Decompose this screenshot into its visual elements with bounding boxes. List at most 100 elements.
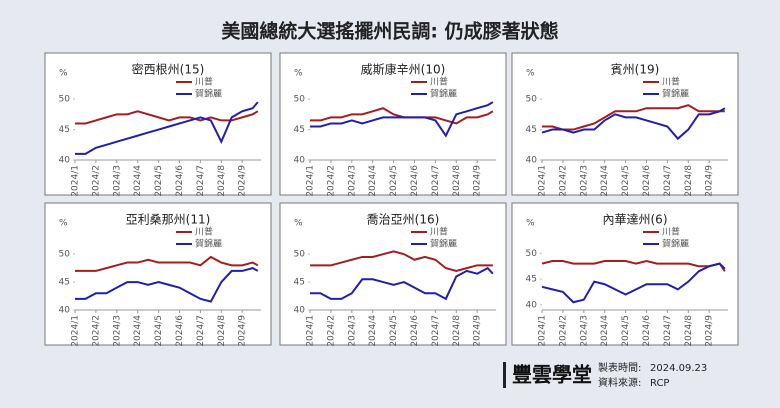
y-tick-label: 50 <box>526 95 538 105</box>
x-tick-label: 2024/2 <box>326 165 336 197</box>
panel-box <box>511 52 739 196</box>
x-tick-label: 2024/8 <box>452 315 462 347</box>
x-tick-label: 2024/7 <box>196 315 206 347</box>
panel: 內華達州(6)% 40 45 50 2024/1 2024/2 2024/3 2024/4 20… <box>511 202 739 347</box>
x-tick-label: 2024/7 <box>431 315 441 347</box>
x-tick-label: 2024/9 <box>705 165 715 197</box>
panel-title: 喬治亞州(16) <box>367 213 440 227</box>
legend-label: 川普 <box>662 226 680 238</box>
x-tick-label: 2024/9 <box>705 315 715 347</box>
y-tick-label: 50 <box>59 250 71 260</box>
x-tick-label: 2024/9 <box>238 165 248 197</box>
x-tick-label: 2024/6 <box>175 165 185 197</box>
legend-label: 川普 <box>662 76 680 88</box>
x-tick-label: 2024/7 <box>196 165 206 197</box>
x-tick-label: 2024/3 <box>347 165 357 197</box>
x-tick-label: 2024/4 <box>600 315 610 347</box>
x-tick-label: 2024/3 <box>112 315 122 347</box>
panel-box <box>511 202 739 346</box>
x-tick-label: 2024/8 <box>217 315 227 347</box>
x-tick-label: 2024/2 <box>91 165 101 197</box>
legend-label: 川普 <box>195 76 213 88</box>
y-tick-label: 40 <box>59 156 71 166</box>
y-tick-label: 45 <box>526 275 537 285</box>
x-tick-label: 2024/7 <box>431 165 441 197</box>
panel-box <box>44 202 272 346</box>
x-tick-label: 2024/4 <box>133 165 143 197</box>
x-tick-label: 2024/6 <box>642 315 652 347</box>
footer-bar <box>503 362 506 388</box>
x-tick-label: 2024/1 <box>71 315 81 347</box>
x-tick-label: 2024/8 <box>684 165 694 197</box>
y-tick-label: 45 <box>59 278 70 288</box>
legend-label: 賀錦麗 <box>195 88 222 100</box>
source-value: RCP <box>650 378 669 389</box>
x-tick-label: 2024/3 <box>347 315 357 347</box>
panel-title: 密西根州(15) <box>132 62 205 77</box>
x-tick-label: 2024/2 <box>91 315 101 347</box>
x-tick-label: 2024/1 <box>71 165 81 197</box>
panel: 喬治亞州(16)% 40 45 50 2024/1 2024/2 2024/3 2024/4 2… <box>279 202 507 347</box>
y-tick-label: 40 <box>294 156 306 166</box>
x-tick-label: 2024/5 <box>389 165 399 197</box>
x-tick-label: 2024/2 <box>558 165 568 197</box>
x-tick-label: 2024/6 <box>410 315 420 347</box>
y-tick-label: 50 <box>59 95 71 105</box>
made-value: 2024.09.23 <box>650 363 707 374</box>
x-tick-label: 2024/5 <box>621 315 631 347</box>
panel: 威斯康辛州(10)% 40 45 50 2024/1 2024/2 2024/3 2024/4… <box>279 52 507 197</box>
panel-box <box>279 52 507 196</box>
x-tick-label: 2024/4 <box>133 315 143 347</box>
y-unit: % <box>59 219 68 229</box>
x-tick-label: 2024/5 <box>154 315 164 347</box>
y-tick-label: 50 <box>526 249 538 259</box>
line-series <box>541 260 726 272</box>
x-tick-label: 2024/6 <box>642 165 652 197</box>
x-tick-label: 2024/5 <box>621 165 631 197</box>
y-tick-label: 45 <box>294 125 305 135</box>
legend-label: 賀錦麗 <box>430 88 457 100</box>
x-tick-label: 2024/1 <box>306 165 316 197</box>
line-series <box>541 107 726 141</box>
x-tick-label: 2024/4 <box>368 165 378 197</box>
panel: 密西根州(15)% 40 45 50 2024/1 2024/2 2024/3 2024/4 2… <box>44 52 272 197</box>
legend-label: 川普 <box>430 226 448 238</box>
x-tick-label: 2024/1 <box>538 165 548 197</box>
panel: 賓州(19)% 40 45 50 2024/1 2024/2 2024/3 2024/4 202… <box>511 52 739 197</box>
y-tick-label: 45 <box>294 278 305 288</box>
legend-label: 賀錦麗 <box>662 88 689 100</box>
panel-box <box>279 202 507 346</box>
x-tick-label: 2024/9 <box>473 315 483 347</box>
brand: 豐雲學堂 <box>512 363 592 387</box>
x-tick-label: 2024/8 <box>684 315 694 347</box>
x-tick-label: 2024/1 <box>306 315 316 347</box>
x-tick-label: 2024/9 <box>473 165 483 197</box>
y-tick-label: 40 <box>294 306 306 316</box>
line-series <box>542 104 725 131</box>
x-tick-label: 2024/5 <box>389 315 399 347</box>
line-series <box>310 101 494 138</box>
panel: 亞利桑那州(11)% 40 45 50 2024/1 2024/2 2024/3 2024/4… <box>44 202 272 347</box>
y-unit: % <box>59 69 68 79</box>
x-tick-label: 2024/6 <box>410 165 420 197</box>
legend-label: 賀錦麗 <box>430 238 457 250</box>
line-series <box>75 267 259 303</box>
legend-label: 川普 <box>195 226 213 238</box>
line-series <box>310 250 493 272</box>
line-series <box>75 255 259 272</box>
y-tick-label: 50 <box>294 95 306 105</box>
x-tick-label: 2024/6 <box>175 315 185 347</box>
x-tick-label: 2024/4 <box>368 315 378 347</box>
x-tick-label: 2024/3 <box>579 315 589 347</box>
y-tick-label: 45 <box>526 125 537 135</box>
y-unit: % <box>294 219 303 229</box>
y-tick-label: 50 <box>294 250 306 260</box>
panel-title: 賓州(19) <box>611 62 660 77</box>
y-tick-label: 40 <box>526 300 538 310</box>
y-unit: % <box>526 219 535 229</box>
legend-label: 川普 <box>430 76 448 88</box>
x-tick-label: 2024/7 <box>663 165 673 197</box>
panel-title: 威斯康辛州(10) <box>361 62 446 77</box>
panel-title: 內華達州(6) <box>603 213 668 227</box>
